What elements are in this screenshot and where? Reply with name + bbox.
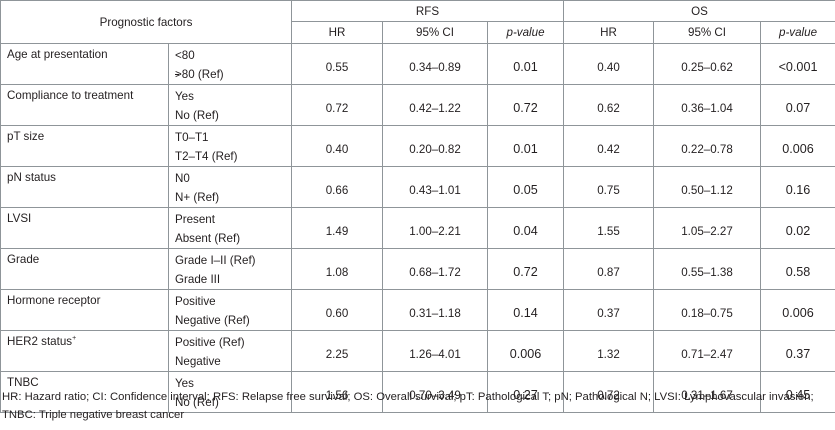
- os-ci: 0.25–0.62: [653, 43, 762, 85]
- os-ci: 0.36–1.04: [653, 84, 762, 126]
- category-cell: Grade I–II (Ref) Grade III: [167, 248, 293, 290]
- category-cell: N0 N+ (Ref): [167, 166, 293, 208]
- header-os-ci: 95% CI: [653, 21, 762, 44]
- os-ci: 0.31–1.67: [653, 371, 762, 413]
- table-row: Compliance to treatment Yes No (Ref) 0.72…: [0, 84, 835, 126]
- rfs-hr: 0.60: [291, 289, 384, 331]
- header-rfs-ci: 95% CI: [382, 21, 489, 44]
- rfs-ci: 1.26–4.01: [382, 330, 489, 372]
- rfs-hr: 0.66: [291, 166, 384, 208]
- rfs-p: 0.01: [487, 43, 565, 85]
- header-rfs-hr: HR: [291, 21, 384, 44]
- table-footnote: HR: Hazard ratio; CI: Confidence interva…: [2, 391, 814, 421]
- table-row: pT size T0–T1 T2–T4 (Ref) 0.40 0.20–0.82 …: [0, 125, 835, 167]
- table-row: Grade Grade I–II (Ref) Grade III 1.08 0.6…: [0, 248, 835, 290]
- os-hr: 0.75: [563, 166, 655, 208]
- rfs-ci: 0.34–0.89: [382, 43, 489, 85]
- rfs-p: 0.006: [487, 330, 565, 372]
- os-p: 0.16: [760, 166, 835, 208]
- category-cell: Positive (Ref) Negative: [167, 330, 293, 372]
- rfs-hr: 1.49: [291, 207, 384, 249]
- footnote-marker: +: [72, 335, 77, 342]
- os-hr: 0.62: [563, 84, 655, 126]
- table-row: pN status N0 N+ (Ref) 0.66 0.43–1.01 0.05…: [0, 166, 835, 208]
- os-ci: 0.55–1.38: [653, 248, 762, 290]
- factor-label: Age at presentation: [0, 43, 169, 85]
- rfs-p: 0.72: [487, 84, 565, 126]
- os-p: 0.37: [760, 330, 835, 372]
- os-p: 0.006: [760, 289, 835, 331]
- rfs-p: 0.04: [487, 207, 565, 249]
- header-os-hr: HR: [563, 21, 655, 44]
- factor-label: Compliance to treatment: [0, 84, 169, 126]
- rfs-hr: 1.08: [291, 248, 384, 290]
- rfs-p: 0.14: [487, 289, 565, 331]
- category-cell: Yes No (Ref): [167, 84, 293, 126]
- os-p: <0.001: [760, 43, 835, 85]
- rfs-hr: 0.55: [291, 43, 384, 85]
- header-prognostic-factors: Prognostic factors: [0, 0, 293, 44]
- os-p: 0.07: [760, 84, 835, 126]
- os-hr: 0.42: [563, 125, 655, 167]
- os-p: 0.02: [760, 207, 835, 249]
- os-hr: 1.55: [563, 207, 655, 249]
- category-cell: Positive Negative (Ref): [167, 289, 293, 331]
- os-p: 0.45: [760, 371, 835, 413]
- rfs-hr: 1.56: [291, 371, 384, 413]
- rfs-ci: 1.00–2.21: [382, 207, 489, 249]
- category-cell: T0–T1 T2–T4 (Ref): [167, 125, 293, 167]
- table-row: Age at presentation <80 >80 (Ref) 0.55 0.…: [0, 43, 835, 85]
- prognostic-factors-table: Prognostic factors RFS OS HR 95% CI p-va…: [0, 0, 835, 413]
- table-row: TNBC Yes No (Ref) 1.56 0.70–3.49 0.27 0.7…: [0, 371, 835, 413]
- os-ci: 0.22–0.78: [653, 125, 762, 167]
- rfs-hr: 0.40: [291, 125, 384, 167]
- rfs-ci: 0.70–3.49: [382, 371, 489, 413]
- factor-label: LVSI: [0, 207, 169, 249]
- category-cell: <80 >80 (Ref): [167, 43, 293, 85]
- os-ci: 0.71–2.47: [653, 330, 762, 372]
- rfs-ci: 0.20–0.82: [382, 125, 489, 167]
- os-hr: 0.72: [563, 371, 655, 413]
- rfs-p: 0.05: [487, 166, 565, 208]
- os-ci: 0.18–0.75: [653, 289, 762, 331]
- factor-label: Grade: [0, 248, 169, 290]
- factor-label: TNBC: [0, 371, 169, 413]
- rfs-hr: 0.72: [291, 84, 384, 126]
- category-cell: Present Absent (Ref): [167, 207, 293, 249]
- os-hr: 0.40: [563, 43, 655, 85]
- factor-label: pN status: [0, 166, 169, 208]
- factor-label: Hormone receptor: [0, 289, 169, 331]
- rfs-p: 0.72: [487, 248, 565, 290]
- factor-label: pT size: [0, 125, 169, 167]
- category-cell: Yes No (Ref): [167, 371, 293, 413]
- rfs-ci: 0.68–1.72: [382, 248, 489, 290]
- os-ci: 0.50–1.12: [653, 166, 762, 208]
- table-row: HER2 status+ Positive (Ref) Negative 2.25…: [0, 330, 835, 372]
- os-hr: 0.37: [563, 289, 655, 331]
- table-row: LVSI Present Absent (Ref) 1.49 1.00–2.21 …: [0, 207, 835, 249]
- rfs-p: 0.01: [487, 125, 565, 167]
- rfs-ci: 0.43–1.01: [382, 166, 489, 208]
- factor-label: HER2 status+: [0, 330, 169, 372]
- header-os-p: p-value: [760, 21, 835, 44]
- rfs-ci: 0.42–1.22: [382, 84, 489, 126]
- os-ci: 1.05–2.27: [653, 207, 762, 249]
- rfs-hr: 2.25: [291, 330, 384, 372]
- header-rfs: RFS: [291, 0, 565, 22]
- rfs-ci: 0.31–1.18: [382, 289, 489, 331]
- table-row: Hormone receptor Positive Negative (Ref) …: [0, 289, 835, 331]
- os-p: 0.58: [760, 248, 835, 290]
- os-hr: 1.32: [563, 330, 655, 372]
- header-os: OS: [563, 0, 835, 22]
- os-hr: 0.87: [563, 248, 655, 290]
- header-rfs-p: p-value: [487, 21, 565, 44]
- os-p: 0.006: [760, 125, 835, 167]
